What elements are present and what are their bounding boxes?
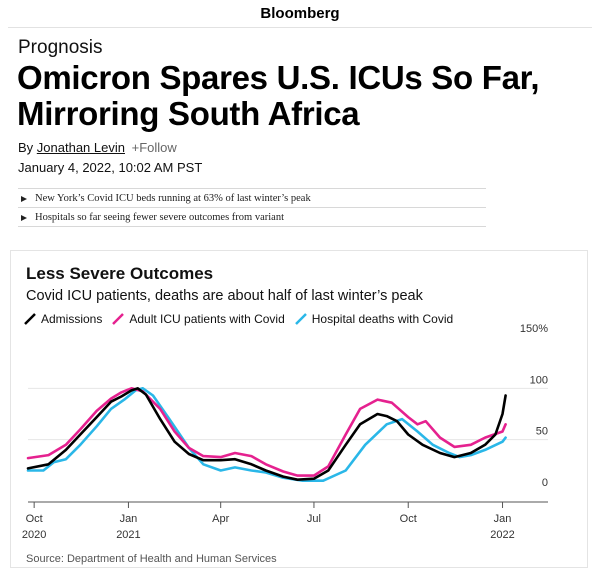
follow-button[interactable]: +Follow — [131, 140, 177, 155]
legend-label: Hospital deaths with Covid — [311, 312, 454, 326]
summary-bullets: New York’s Covid ICU beds running at 63%… — [18, 188, 486, 227]
byline: By Jonathan Levin +Follow — [18, 140, 177, 155]
header-divider — [8, 27, 592, 28]
bullet-triangle-icon — [21, 214, 27, 221]
chart-subtitle: Covid ICU patients, deaths are about hal… — [26, 288, 423, 304]
x-tick-label: Oct — [26, 513, 43, 525]
series-line-icu — [26, 386, 507, 477]
y-tick-label: 150% — [520, 323, 548, 335]
summary-bullet: New York’s Covid ICU beds running at 63%… — [18, 188, 486, 207]
article-kicker[interactable]: Prognosis — [18, 37, 103, 58]
chart-legend: Admissions Adult ICU patients with Covid… — [24, 312, 463, 326]
legend-label: Adult ICU patients with Covid — [129, 312, 285, 326]
bloomberg-logo[interactable]: Bloomberg — [260, 5, 340, 22]
x-tick-label: Jan — [120, 513, 138, 525]
x-tick-label: Apr — [212, 513, 229, 525]
x-tick-year-label: 2020 — [22, 529, 46, 541]
chart-source: Source: Department of Health and Human S… — [26, 553, 277, 565]
x-tick-label: Jan — [494, 513, 512, 525]
x-tick-year-label: 2022 — [490, 529, 514, 541]
article-headline: Omicron Spares U.S. ICUs So Far, Mirrori… — [17, 59, 540, 132]
x-tick-label: Oct — [400, 513, 417, 525]
legend-swatch-icon — [24, 313, 36, 325]
summary-bullet: Hospitals so far seeing fewer severe out… — [18, 207, 486, 227]
series-line-deaths — [26, 386, 507, 483]
chart-title: Less Severe Outcomes — [26, 264, 214, 283]
y-tick-label: 0 — [542, 477, 548, 489]
legend-swatch-icon — [112, 313, 125, 325]
legend-swatch-icon — [294, 313, 307, 325]
byline-prefix: By — [18, 140, 34, 155]
legend-item-icu: Adult ICU patients with Covid — [112, 312, 285, 326]
legend-label: Admissions — [41, 312, 103, 326]
summary-bullet-text: New York’s Covid ICU beds running at 63%… — [35, 193, 311, 204]
publish-date: January 4, 2022, 10:02 AM PST — [18, 160, 203, 175]
chart-card — [10, 250, 588, 568]
y-tick-label: 100 — [530, 374, 548, 386]
y-tick-label: 50 — [536, 426, 548, 438]
bullet-triangle-icon — [21, 195, 27, 202]
x-tick-year-label: 2021 — [116, 529, 140, 541]
x-tick-label: Jul — [307, 513, 321, 525]
author-link[interactable]: Jonathan Levin — [36, 140, 125, 155]
series-line-admissions — [26, 386, 507, 482]
summary-bullet-text: Hospitals so far seeing fewer severe out… — [35, 212, 284, 223]
legend-item-deaths: Hospital deaths with Covid — [294, 312, 454, 326]
legend-item-admissions: Admissions — [24, 312, 102, 326]
